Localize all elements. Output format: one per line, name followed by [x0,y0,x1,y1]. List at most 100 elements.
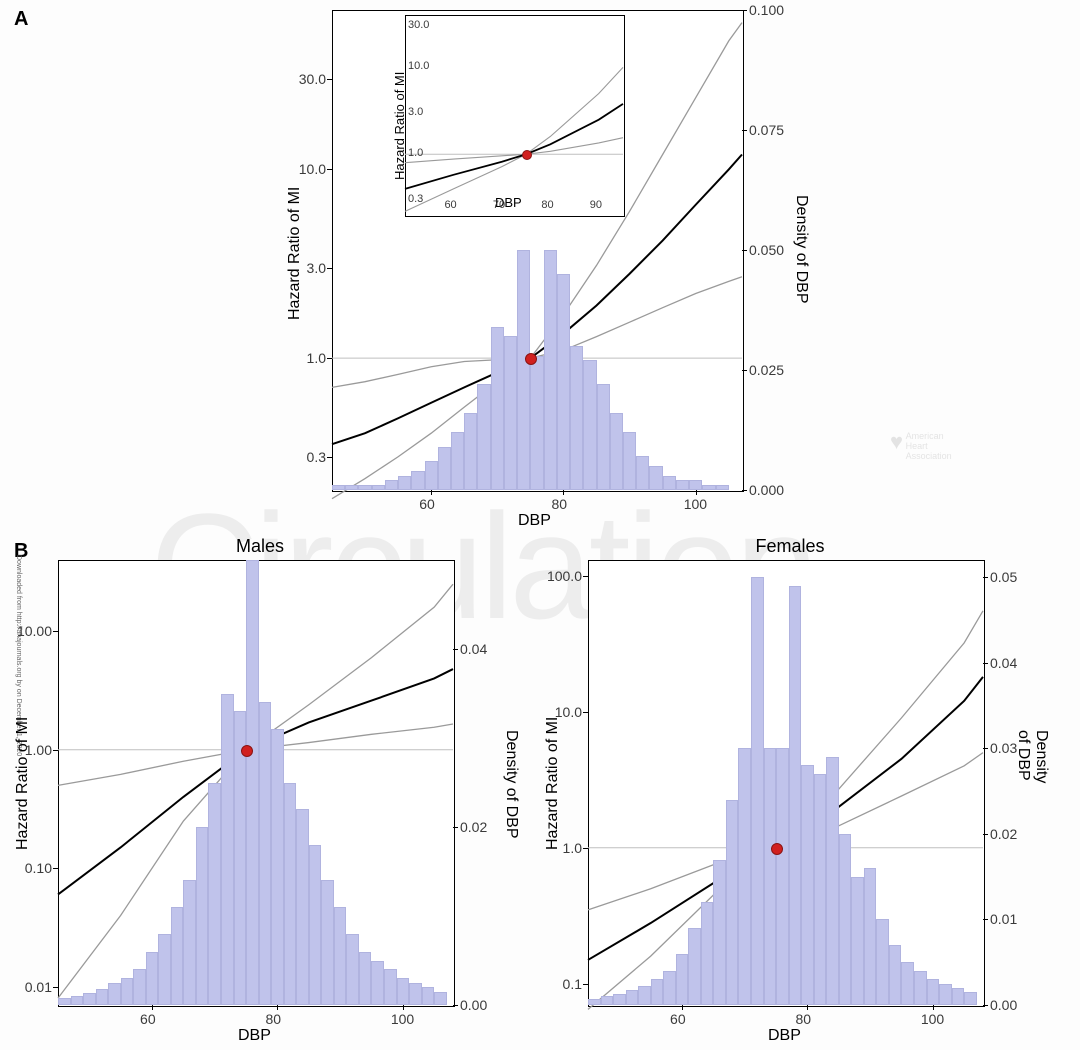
histogram-bar [663,476,676,490]
histogram-bar [58,998,71,1005]
yright-tick-label: 0.000 [749,482,784,498]
histogram-bar [649,466,662,490]
histogram-bar [385,480,398,490]
aha-logo-text: American Heart Association [906,432,952,462]
histogram-bar [372,485,385,490]
histogram-bar [638,986,651,1005]
histogram-bar [196,827,209,1005]
x-tick-label: 60 [140,1011,156,1027]
histogram-bar [384,969,397,1005]
histogram-bar [334,907,347,1005]
histogram-bar [689,480,702,490]
panel-b-male-ylabel-left: Hazard Ratio of MI [14,717,32,850]
panel-a-ylabel-right: Density of DBP [792,195,810,303]
histogram-bar [96,989,109,1005]
reference-point [522,150,532,160]
yright-tick-label: 0.025 [749,362,784,378]
histogram-bar [738,748,751,1005]
yright-tick-label: 0.100 [749,2,784,18]
histogram-bar [839,834,852,1005]
histogram-bar [397,978,410,1005]
yleft-tick-label: 10.0 [544,704,582,720]
yleft-tick-label: 0.10 [14,860,52,876]
x-tick-label: 60 [419,496,435,512]
histogram-bar [864,868,877,1005]
histogram-bar [309,845,322,1005]
histogram-bar [121,978,134,1005]
histogram-bar [901,962,914,1005]
histogram-bar [133,969,146,1005]
histogram-bar [296,809,309,1005]
histogram-bar [517,250,530,490]
histogram-bar [583,360,596,490]
histogram-bar [208,783,221,1006]
histogram-bar [345,485,358,490]
histogram-bar [939,984,952,1005]
histogram-bar [504,336,517,490]
histogram-bar [713,860,726,1005]
histogram-bar [491,327,504,490]
reference-point [525,353,537,365]
panel-a-label: A [14,8,28,31]
panel-b-female-xlabel: DBP [768,1027,801,1045]
x-tick-label: 100 [684,496,707,512]
yright-tick-label: 0.04 [990,655,1017,671]
histogram-bar [964,992,977,1005]
histogram-bar [613,994,626,1005]
histogram-bar [108,983,121,1005]
histogram-bar [259,702,272,1005]
histogram-bar [814,774,827,1005]
histogram-bar [530,356,543,490]
yright-tick-label: 0.050 [749,242,784,258]
histogram-bar [171,907,184,1005]
reference-point [241,745,253,757]
yright-tick-label: 0.04 [460,641,487,657]
panel-b-female-ylabel-left: Hazard Ratio of MI [544,717,562,850]
panel-a-inset-chart [405,15,625,217]
histogram-bar [570,346,583,490]
panel-b-males-title: Males [200,536,320,557]
panel-b-female-ylabel-right: Density of DBP [1014,730,1050,783]
histogram-bar [451,432,464,490]
histogram-bar [544,250,557,490]
x-tick-label: 100 [921,1011,944,1027]
histogram-bar [464,413,477,490]
aha-logo: ♥ American Heart Association [890,430,952,461]
yright-tick-label: 0.00 [460,997,487,1013]
histogram-bar [952,988,965,1005]
yright-tick-label: 0.02 [990,826,1017,842]
yleft-tick-label: 10.00 [14,623,52,639]
histogram-bar [477,384,490,490]
histogram-bar [751,577,764,1005]
histogram-bar [764,748,777,1005]
histogram-bar [789,586,802,1005]
histogram-bar [676,954,689,1005]
yleft-tick-label: 0.3 [288,449,326,465]
yright-tick-label: 0.00 [990,997,1017,1013]
x-tick-label: 60 [670,1011,686,1027]
histogram-bar [425,461,438,490]
histogram-bar [876,919,889,1005]
histogram-bar [557,274,570,490]
histogram-bar [346,934,359,1005]
histogram-bar [889,945,902,1005]
histogram-bar [626,990,639,1005]
histogram-bar [826,757,839,1005]
histogram-bar [83,993,96,1005]
histogram-bar [601,996,614,1005]
x-tick-label: 80 [265,1011,281,1027]
histogram-bar [358,485,371,490]
histogram-bar [146,952,159,1005]
histogram-bar [332,485,345,490]
histogram-bar [636,456,649,490]
yleft-tick-label: 1.00 [14,742,52,758]
reference-point [771,843,783,855]
histogram-bar [371,961,384,1006]
yleft-tick-label: 1.0 [544,840,582,856]
yleft-tick-label: 30.0 [288,71,326,87]
histogram-bar [702,485,715,490]
histogram-bar [663,971,676,1005]
x-tick-label: 80 [795,1011,811,1027]
panel-a-ylabel-left: Hazard Ratio of MI [286,187,304,320]
histogram-bar [927,979,940,1005]
